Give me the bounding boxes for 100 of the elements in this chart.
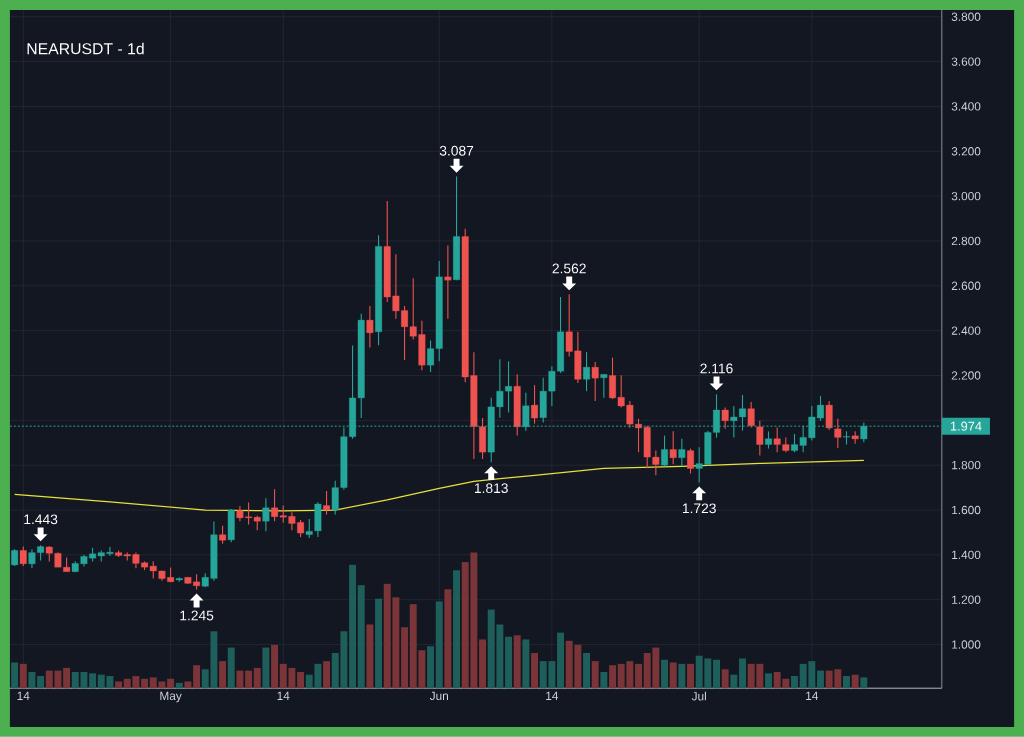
y-tick-label: 3.200 — [951, 147, 981, 156]
bar — [843, 676, 850, 689]
annotation: 2.562 — [552, 263, 586, 274]
bar — [739, 658, 746, 689]
candlestick — [721, 407, 729, 430]
bar — [600, 672, 608, 689]
line-series — [13, 459, 865, 512]
bar — [236, 670, 244, 689]
candlestick — [747, 401, 755, 429]
annotation: 1.443 — [24, 514, 58, 525]
candlestick — [756, 420, 764, 457]
candlestick — [366, 305, 374, 349]
bar — [19, 663, 27, 689]
bar — [435, 601, 443, 689]
y-tick-label: 1.400 — [952, 550, 981, 560]
x-tick-label: Jul — [691, 691, 706, 701]
bar — [453, 570, 461, 689]
y-tick-label: 1.200 — [952, 595, 981, 604]
y-tick-label: 3.000 — [951, 192, 981, 201]
bar — [175, 682, 183, 689]
bar — [765, 673, 772, 689]
bar — [427, 646, 435, 689]
bar — [817, 670, 824, 689]
bar — [531, 653, 538, 689]
bar — [678, 663, 686, 689]
candlestick — [600, 373, 608, 399]
y-tick-label: 3.600 — [951, 57, 981, 66]
y-tick-label: 2.600 — [951, 281, 981, 291]
bar — [591, 661, 599, 689]
candlestick — [583, 351, 590, 392]
bar — [609, 665, 616, 689]
bar — [271, 644, 279, 689]
y-tick-label: 1.800 — [952, 461, 981, 470]
annotation: 3.087 — [439, 145, 474, 156]
bar — [297, 672, 305, 689]
bar — [375, 598, 383, 689]
bar — [860, 677, 868, 689]
bar — [366, 624, 374, 689]
candlestick — [669, 430, 677, 465]
candlestick — [591, 361, 599, 402]
bar — [262, 647, 270, 689]
annotation: 1.245 — [180, 610, 214, 621]
bar — [28, 672, 36, 689]
annotation: 2.116 — [700, 363, 733, 374]
text: NEARUSDT - 1d — [27, 42, 144, 55]
bar — [167, 678, 175, 689]
bar — [687, 663, 694, 689]
annotation: 1.813 — [474, 483, 508, 494]
y-tick-label: 1.600 — [952, 505, 981, 515]
candlestick — [262, 497, 270, 532]
bar — [115, 681, 123, 689]
y-tick-label: 3.400 — [951, 102, 981, 111]
x-tick-label: May — [160, 691, 182, 703]
bar — [323, 661, 331, 689]
bar — [479, 639, 487, 689]
y-tick-label: 1.000 — [952, 640, 981, 649]
bar — [11, 662, 19, 689]
x-tick-label: 14 — [546, 691, 559, 700]
bar — [505, 636, 513, 689]
bar — [401, 627, 409, 689]
candlestick — [444, 244, 452, 320]
bar — [583, 653, 590, 689]
bar — [444, 589, 452, 689]
bar — [37, 676, 45, 689]
x-tick-label: 14 — [806, 691, 819, 700]
bar — [63, 668, 71, 689]
bar — [522, 639, 530, 689]
bar — [193, 665, 201, 689]
bar — [730, 674, 738, 689]
ref-line-label: 1.974 — [950, 421, 982, 431]
candlestick — [323, 490, 331, 516]
bar — [557, 632, 564, 689]
candlestick — [687, 448, 694, 475]
bar — [89, 673, 97, 689]
y-tick-label: 2.800 — [951, 236, 981, 246]
bar — [661, 659, 668, 689]
bar — [357, 585, 365, 689]
y-tick-label: 2.400 — [951, 326, 981, 335]
candlestick — [531, 384, 538, 425]
annotation: 1.723 — [682, 503, 716, 514]
bar — [245, 670, 253, 689]
bar — [219, 661, 227, 689]
x-tick-label: Jun — [429, 691, 448, 701]
bar — [721, 669, 729, 689]
candlestick — [678, 438, 686, 467]
candlestick — [661, 435, 668, 467]
bar — [851, 674, 859, 689]
y-tick-label: 3.800 — [951, 12, 981, 22]
x-tick-label: 14 — [277, 691, 290, 700]
bar — [184, 681, 192, 689]
candlestick — [19, 546, 27, 567]
bar — [253, 668, 261, 689]
x-tick-label: 14 — [17, 691, 30, 700]
bar — [349, 564, 357, 689]
bar — [227, 647, 235, 689]
bar — [513, 635, 521, 689]
y-tick-label: 2.200 — [951, 371, 981, 380]
bar — [141, 678, 149, 689]
bar — [669, 662, 677, 689]
bar — [791, 676, 798, 689]
